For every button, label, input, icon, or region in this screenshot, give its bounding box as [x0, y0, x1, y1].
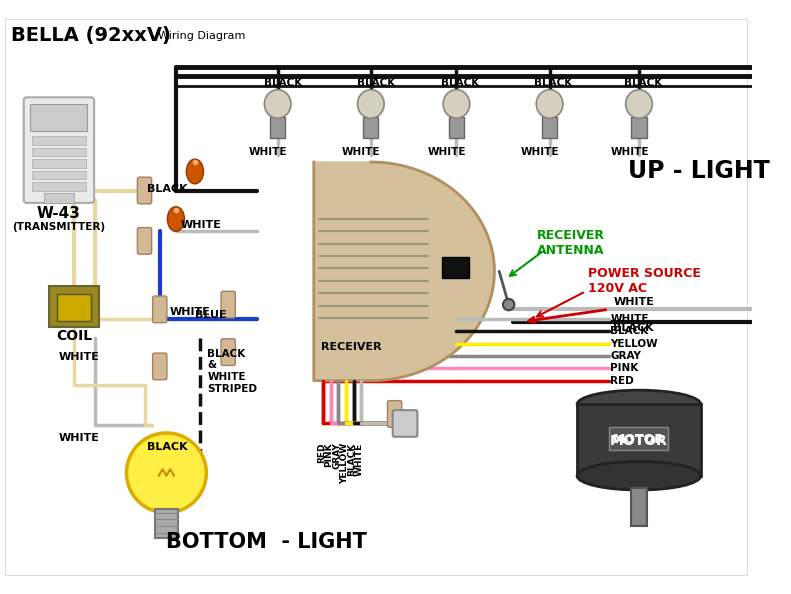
Text: PINK: PINK [611, 364, 638, 373]
Text: POWER SOURCE
120V AC: POWER SOURCE 120V AC [588, 267, 701, 295]
Circle shape [503, 299, 514, 310]
Text: RED: RED [611, 375, 634, 386]
Text: BLACK: BLACK [535, 78, 573, 88]
Bar [542, 117, 557, 138]
Ellipse shape [443, 90, 470, 118]
Bar [32, 182, 85, 191]
FancyBboxPatch shape [24, 97, 94, 203]
Text: MOTOR: MOTOR [610, 434, 668, 447]
Text: BOTTOM  - LIGHT: BOTTOM - LIGHT [166, 532, 367, 552]
Bar [442, 257, 469, 278]
FancyBboxPatch shape [138, 177, 152, 204]
Ellipse shape [577, 390, 701, 419]
Text: WHITE: WHITE [342, 147, 380, 157]
FancyBboxPatch shape [610, 427, 668, 450]
Text: WHITE: WHITE [59, 352, 100, 362]
Bar [32, 170, 85, 179]
Bar [32, 148, 85, 156]
Text: BLUE: BLUE [195, 310, 226, 320]
Text: WHITE: WHITE [249, 147, 287, 157]
Bar [57, 294, 91, 321]
FancyBboxPatch shape [153, 296, 167, 323]
Text: BLACK: BLACK [613, 323, 654, 333]
Text: BLACK: BLACK [611, 326, 649, 336]
Bar [32, 136, 85, 145]
Text: GRAY: GRAY [611, 351, 642, 361]
Text: YELLOW: YELLOW [339, 443, 349, 484]
Text: WHITE: WHITE [610, 147, 649, 157]
Bar [155, 509, 178, 538]
Text: BLACK: BLACK [147, 184, 188, 194]
Text: WHITE: WHITE [520, 147, 559, 157]
Text: WHITE: WHITE [180, 220, 221, 230]
Ellipse shape [168, 207, 184, 232]
Text: BLACK: BLACK [441, 78, 479, 88]
FancyBboxPatch shape [221, 291, 236, 318]
Ellipse shape [577, 462, 701, 490]
Bar [631, 117, 646, 138]
Bar [448, 117, 464, 138]
Text: WHITE: WHITE [611, 314, 649, 324]
FancyBboxPatch shape [388, 400, 402, 427]
Text: (TRANSMITTER): (TRANSMITTER) [13, 222, 105, 232]
Bar [30, 104, 88, 131]
Bar [270, 117, 286, 138]
Text: W-43: W-43 [37, 206, 81, 221]
Text: UP - LIGHT: UP - LIGHT [627, 160, 770, 184]
Text: BELLA (92xxV): BELLA (92xxV) [11, 26, 172, 45]
Bar [363, 117, 378, 138]
Text: BLACK: BLACK [357, 78, 395, 88]
Ellipse shape [626, 90, 653, 118]
Bar [44, 194, 74, 203]
Text: RECEIVER: RECEIVER [321, 342, 382, 352]
Text: BLACK: BLACK [624, 78, 662, 88]
Text: BLACK: BLACK [264, 78, 303, 88]
Text: RECEIVER
ANTENNA: RECEIVER ANTENNA [537, 229, 605, 257]
Text: BLACK: BLACK [147, 442, 188, 452]
Text: PINK: PINK [324, 443, 334, 467]
Bar [32, 159, 85, 168]
Text: BLACK: BLACK [347, 443, 356, 476]
Text: GRAY: GRAY [332, 443, 341, 469]
Text: - Wiring Diagram: - Wiring Diagram [147, 30, 246, 40]
Text: WHITE: WHITE [428, 147, 466, 157]
Text: WHITE: WHITE [59, 432, 100, 443]
Ellipse shape [264, 90, 291, 118]
Bar [577, 405, 701, 476]
Ellipse shape [187, 159, 203, 184]
Text: RED: RED [317, 443, 326, 463]
FancyBboxPatch shape [50, 286, 99, 327]
Bar [631, 488, 646, 526]
Circle shape [127, 433, 206, 513]
Text: YELLOW: YELLOW [611, 339, 658, 349]
Text: WHITE: WHITE [355, 443, 364, 476]
FancyBboxPatch shape [392, 410, 418, 437]
Text: WHITE: WHITE [613, 297, 654, 307]
Text: MOTOR: MOTOR [613, 433, 665, 446]
Polygon shape [314, 162, 494, 381]
Text: COIL: COIL [56, 329, 93, 343]
Ellipse shape [358, 90, 384, 118]
Text: BLACK
&
WHITE
STRIPED: BLACK & WHITE STRIPED [207, 349, 257, 394]
Text: WHITE: WHITE [169, 307, 210, 317]
FancyBboxPatch shape [221, 339, 236, 365]
Ellipse shape [536, 90, 563, 118]
FancyBboxPatch shape [153, 353, 167, 380]
FancyBboxPatch shape [138, 228, 152, 254]
